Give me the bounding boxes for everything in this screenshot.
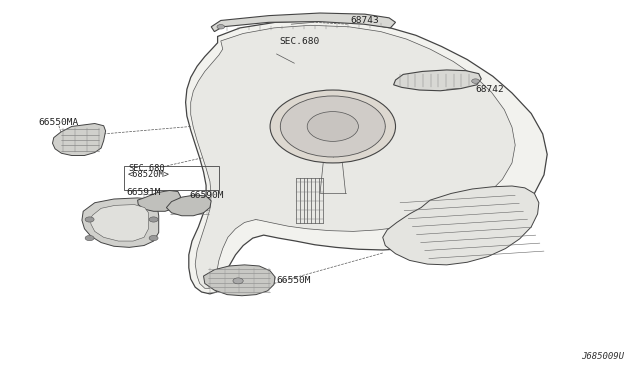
Text: SEC.680: SEC.680	[128, 164, 164, 173]
Circle shape	[307, 112, 358, 141]
Circle shape	[149, 235, 158, 241]
Text: 68743: 68743	[351, 16, 380, 25]
Circle shape	[85, 217, 94, 222]
Text: 66591M: 66591M	[127, 188, 161, 197]
Text: 66590M: 66590M	[189, 191, 224, 200]
Polygon shape	[204, 265, 275, 296]
Text: 68742: 68742	[475, 85, 504, 94]
Circle shape	[217, 25, 225, 29]
Text: J685009U: J685009U	[581, 352, 624, 361]
Text: 66550M: 66550M	[276, 276, 311, 285]
Circle shape	[149, 217, 158, 222]
Text: <68520M>: <68520M>	[128, 170, 170, 179]
Polygon shape	[191, 25, 515, 288]
Polygon shape	[383, 186, 539, 265]
Polygon shape	[394, 70, 481, 91]
Polygon shape	[91, 205, 148, 241]
Polygon shape	[166, 195, 211, 216]
Circle shape	[472, 79, 479, 83]
Circle shape	[85, 235, 94, 241]
Polygon shape	[52, 124, 106, 155]
Polygon shape	[82, 198, 159, 247]
Text: SEC.680: SEC.680	[279, 37, 319, 46]
Text: 66550MA: 66550MA	[38, 118, 79, 126]
Polygon shape	[138, 190, 180, 211]
Polygon shape	[186, 20, 547, 294]
Circle shape	[280, 96, 385, 157]
Circle shape	[270, 90, 396, 163]
Circle shape	[233, 278, 243, 284]
Polygon shape	[211, 13, 396, 32]
